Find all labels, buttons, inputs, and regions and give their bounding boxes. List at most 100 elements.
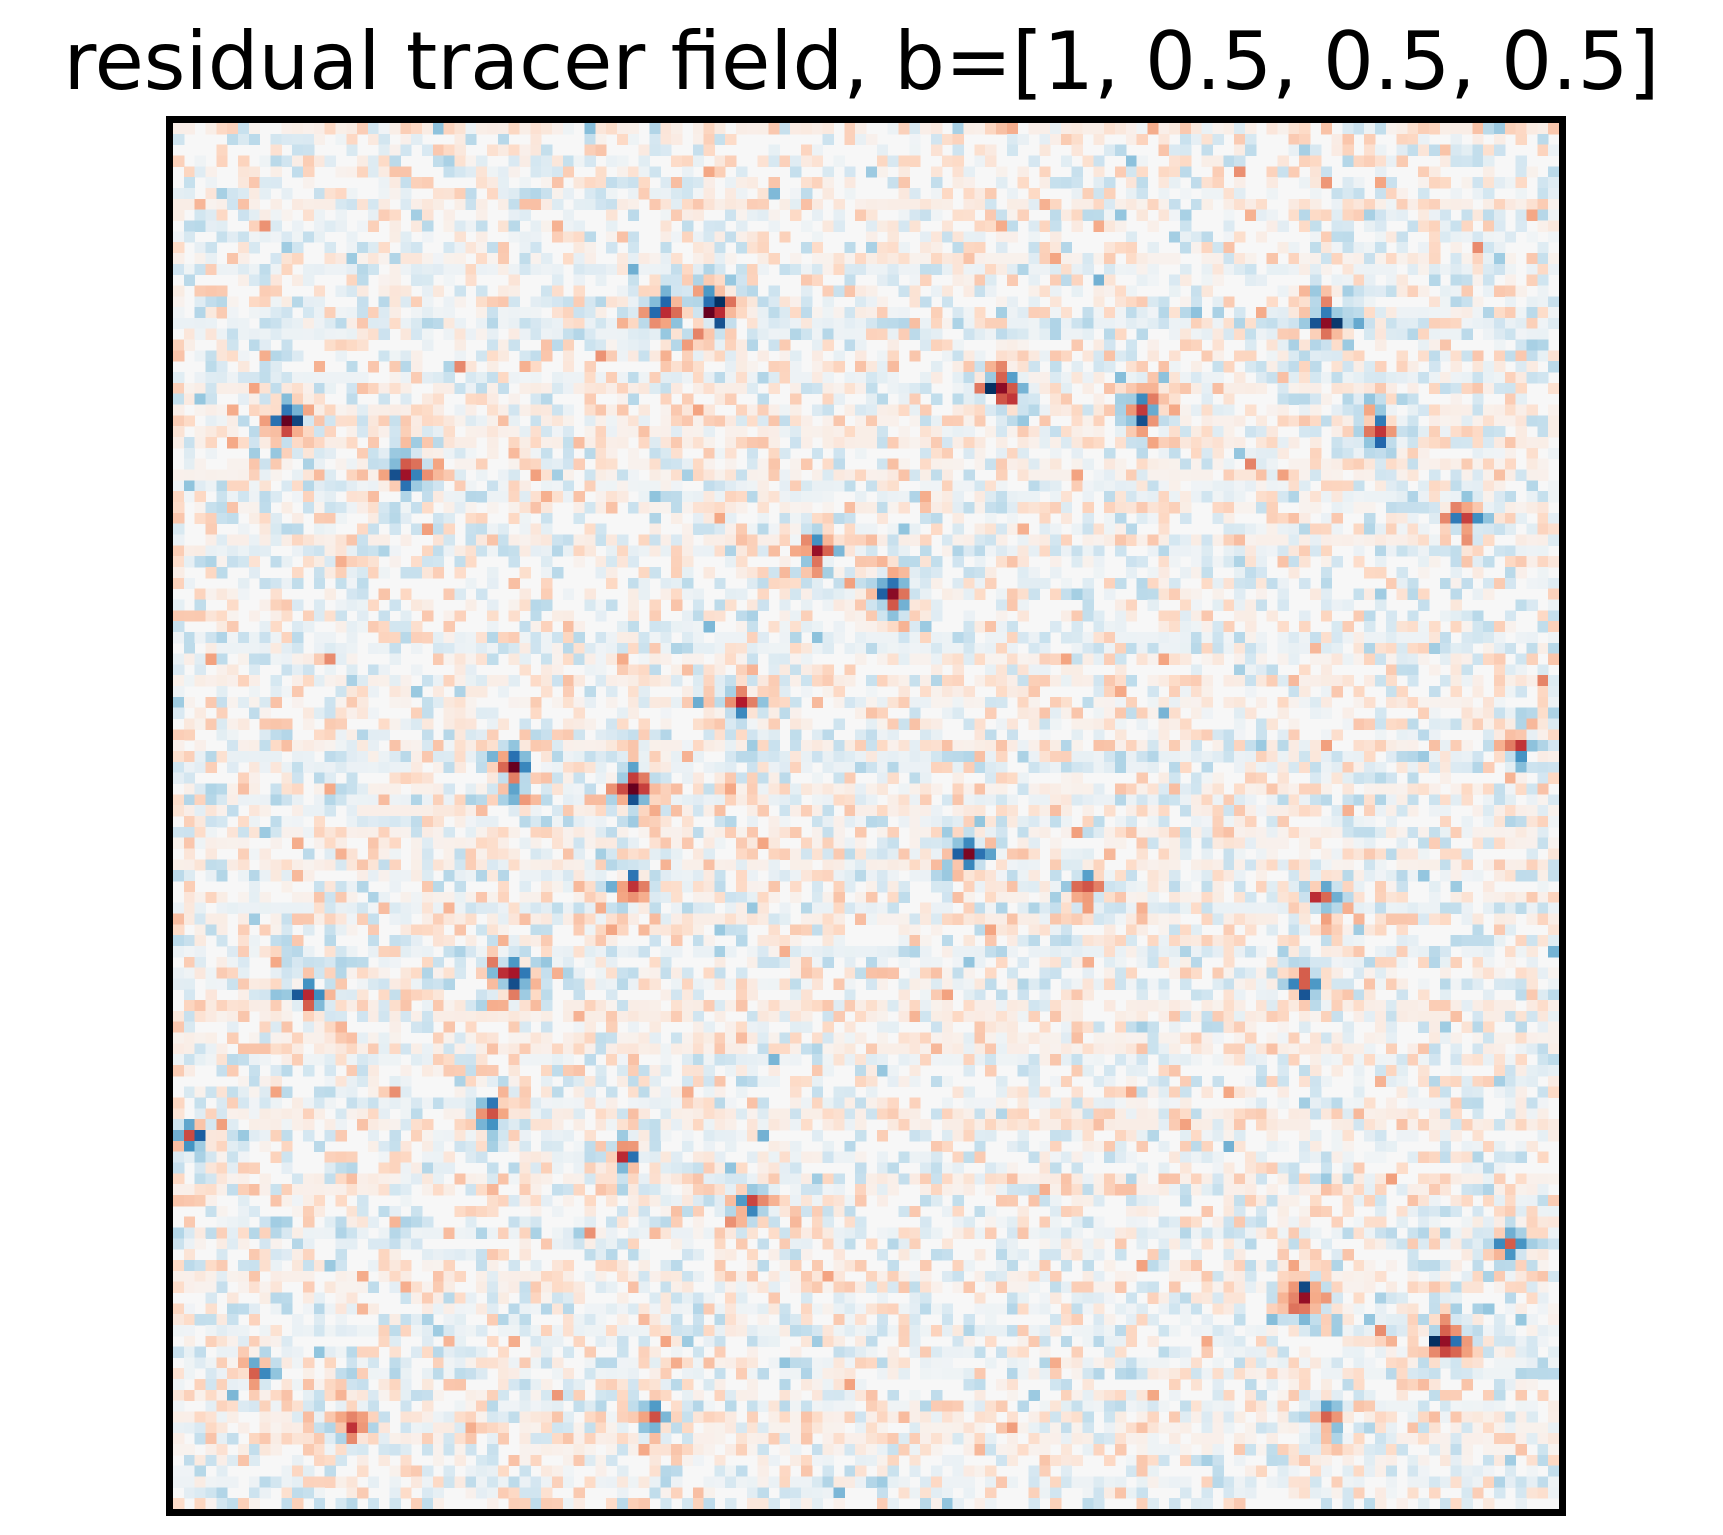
heatmap-cell xyxy=(768,642,780,655)
heatmap-cell xyxy=(173,155,185,167)
heatmap-cell xyxy=(389,209,401,221)
heatmap-cell xyxy=(1234,588,1246,600)
heatmap-cell xyxy=(887,328,899,341)
heatmap-cell xyxy=(1385,458,1398,470)
heatmap-cell xyxy=(1342,285,1354,297)
heatmap-cell xyxy=(1374,339,1387,351)
heatmap-cell xyxy=(205,415,217,427)
heatmap-cell xyxy=(1418,696,1430,709)
heatmap-cell xyxy=(281,610,293,622)
heatmap-cell xyxy=(194,501,206,514)
heatmap-cell xyxy=(1450,274,1463,286)
heatmap-cell xyxy=(746,437,759,449)
heatmap-cell xyxy=(1385,675,1398,687)
heatmap-cell xyxy=(1396,307,1408,319)
heatmap-cell xyxy=(1353,631,1365,644)
heatmap-cell xyxy=(422,675,434,687)
heatmap-cell xyxy=(1223,231,1235,243)
heatmap-cell xyxy=(248,133,261,146)
heatmap-cell xyxy=(649,426,661,438)
heatmap-cell xyxy=(995,534,1008,546)
heatmap-cell xyxy=(974,263,986,276)
heatmap-cell xyxy=(1353,177,1365,189)
heatmap-cell xyxy=(725,231,737,243)
heatmap-cell xyxy=(313,523,326,535)
heatmap-cell xyxy=(270,491,282,503)
heatmap-cell xyxy=(562,480,575,492)
heatmap-cell xyxy=(1006,631,1019,644)
heatmap-cell xyxy=(1244,534,1257,546)
heatmap-cell xyxy=(400,393,412,406)
heatmap-cell xyxy=(541,144,553,156)
heatmap-cell xyxy=(909,491,921,503)
heatmap-cell xyxy=(1180,209,1192,221)
heatmap-cell xyxy=(357,696,369,709)
heatmap-cell xyxy=(1147,653,1159,665)
heatmap-cell xyxy=(692,686,705,698)
heatmap-cell xyxy=(1353,372,1365,384)
heatmap-cell xyxy=(1212,621,1224,633)
heatmap-cell xyxy=(1190,339,1203,351)
heatmap-cell xyxy=(985,404,997,416)
heatmap-cell xyxy=(519,209,531,221)
heatmap-cell xyxy=(1190,566,1203,579)
heatmap-cell xyxy=(422,458,434,470)
heatmap-cell xyxy=(367,361,380,373)
heatmap-cell xyxy=(844,177,856,189)
heatmap-cell xyxy=(1277,631,1289,644)
heatmap-cell xyxy=(649,285,661,297)
heatmap-cell xyxy=(1353,426,1365,438)
heatmap-cell xyxy=(248,187,261,200)
heatmap-cell xyxy=(487,642,499,655)
heatmap-cell xyxy=(1244,469,1257,481)
heatmap-cell xyxy=(389,372,401,384)
heatmap-cell xyxy=(801,653,813,665)
heatmap-cell xyxy=(606,328,618,341)
heatmap-cell xyxy=(432,263,445,276)
heatmap-cell xyxy=(584,231,596,243)
heatmap-cell xyxy=(1104,675,1116,687)
heatmap-cell xyxy=(595,317,607,330)
heatmap-cell xyxy=(443,372,456,384)
heatmap-cell xyxy=(595,480,607,492)
heatmap-cell xyxy=(476,642,488,655)
heatmap-cell xyxy=(855,523,867,535)
heatmap-cell xyxy=(1115,263,1127,276)
heatmap-cell xyxy=(1266,307,1278,319)
heatmap-cell xyxy=(671,123,683,135)
heatmap-cell xyxy=(1071,415,1084,427)
heatmap-cell xyxy=(1320,469,1333,481)
heatmap-cell xyxy=(335,133,347,146)
heatmap-cell xyxy=(422,437,434,449)
heatmap-cell xyxy=(952,458,964,470)
heatmap-cell xyxy=(1288,523,1300,535)
heatmap-cell xyxy=(1483,437,1495,449)
heatmap-cell xyxy=(400,458,412,470)
heatmap-cell xyxy=(703,231,715,243)
heatmap-cell xyxy=(779,512,791,525)
heatmap-cell xyxy=(638,534,650,546)
heatmap-cell xyxy=(1147,545,1159,557)
heatmap-cell xyxy=(292,393,304,406)
heatmap-cell xyxy=(1494,209,1506,221)
heatmap-cell xyxy=(811,480,824,492)
heatmap-cell xyxy=(1331,523,1343,535)
heatmap-cell xyxy=(1050,426,1062,438)
heatmap-cell xyxy=(1234,545,1246,557)
heatmap-cell xyxy=(627,177,640,189)
heatmap-cell xyxy=(1342,209,1354,221)
heatmap-cell xyxy=(1342,274,1354,286)
heatmap-cell xyxy=(1212,372,1224,384)
heatmap-cell xyxy=(757,566,770,579)
heatmap-cell xyxy=(205,642,217,655)
heatmap-cell xyxy=(649,653,661,665)
heatmap-cell xyxy=(551,534,564,546)
heatmap-cell xyxy=(573,621,585,633)
heatmap-cell xyxy=(1093,437,1105,449)
heatmap-cell xyxy=(952,437,964,449)
heatmap-cell xyxy=(1537,372,1549,384)
heatmap-cell xyxy=(779,599,791,611)
heatmap-cell xyxy=(487,631,499,644)
heatmap-cell xyxy=(833,437,845,449)
heatmap-cell xyxy=(1548,534,1559,546)
